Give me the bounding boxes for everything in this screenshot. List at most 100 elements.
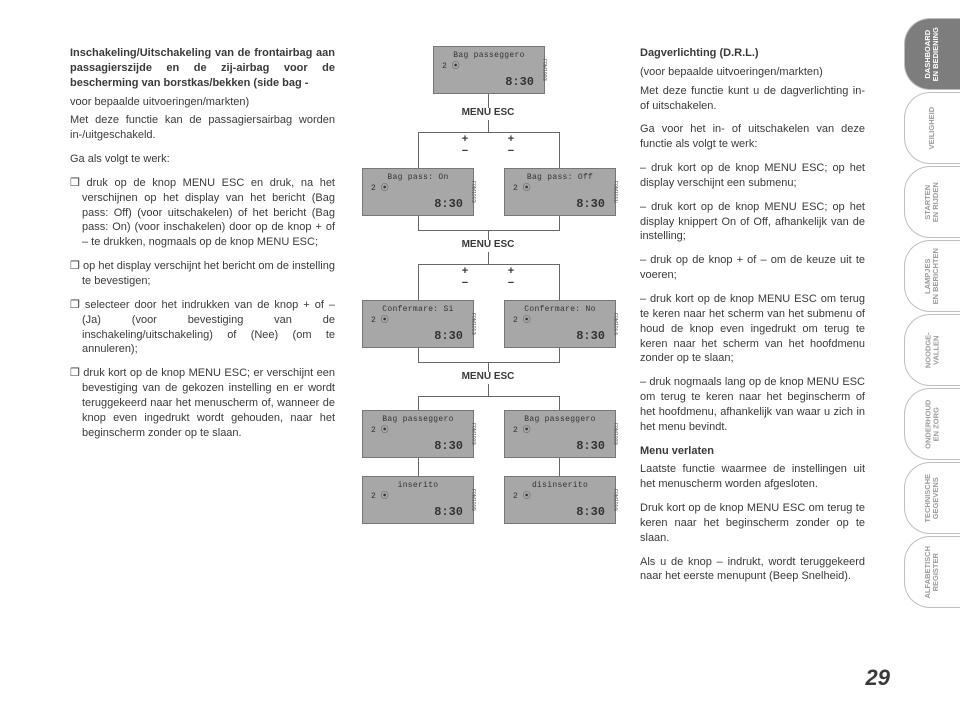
display-code: F0M1016i (609, 477, 618, 523)
display-sub: 2 ⦿ (513, 492, 531, 503)
display-conf-no: Confermare: No 2 ⦿ 8:30 F0M1014i (504, 300, 616, 348)
tab-label: NOODGE- VALLEN (924, 332, 941, 368)
display-code: F0M1013i (467, 301, 476, 347)
display-text: Confermare: No (505, 305, 615, 316)
display-clock: 8:30 (434, 438, 463, 454)
display-text: inserito (363, 481, 473, 492)
display-clock: 8:30 (576, 504, 605, 520)
display-clock: 8:30 (576, 438, 605, 454)
display-sub: 2 ⦿ (513, 184, 531, 195)
display-inserito: inserito 2 ⦿ 8:30 F0M1015i (362, 476, 474, 524)
left-b3: ❒ selecteer door het indrukken van de kn… (70, 298, 335, 357)
left-bullets: ❒ druk op de knop MENU ESC en druk, na h… (70, 176, 335, 441)
connector (418, 132, 560, 133)
tab-veiligheid[interactable]: VEILIGHEID (904, 92, 960, 164)
display-code: F0M1011i (609, 169, 618, 215)
tab-lampjes[interactable]: LAMPJES EN BERICHTEN (904, 240, 960, 312)
tab-noodgevallen[interactable]: NOODGE- VALLEN (904, 314, 960, 386)
tab-label: STARTEN EN RIJDEN (924, 182, 941, 222)
connector (418, 216, 419, 230)
left-column: Inschakeling/Uitschakeling van de fronta… (70, 46, 335, 449)
connector (418, 396, 419, 410)
connector (559, 396, 560, 410)
display-clock: 8:30 (434, 328, 463, 344)
menuesc-label: MENU ESC (448, 238, 528, 252)
connector (418, 362, 560, 363)
connector (488, 252, 489, 264)
tab-dashboard[interactable]: DASHBOARD EN BEDIENING (904, 18, 960, 90)
connector (418, 396, 560, 397)
right-d4: – druk kort op de knop MENU ESC om terug… (640, 292, 865, 366)
side-tabs: DASHBOARD EN BEDIENING VEILIGHEID STARTE… (904, 18, 960, 610)
display-sub: 2 ⦿ (371, 184, 389, 195)
plus-label: + (458, 266, 472, 277)
minus-label: − (504, 278, 518, 289)
display-clock: 8:30 (576, 196, 605, 212)
right-heading: Dagverlichting (D.R.L.) (640, 46, 865, 61)
display-top: Bag passeggero 2 ⦿ 8:30 F0M1009i (433, 46, 545, 94)
minus-label: − (458, 146, 472, 157)
connector (559, 348, 560, 362)
right-p5: Als u de knop – indrukt, wordt teruggeke… (640, 555, 865, 585)
tab-onderhoud[interactable]: ONDERHOUD EN ZORG (904, 388, 960, 460)
display-conf-si: Confermare: Si 2 ⦿ 8:30 F0M1013i (362, 300, 474, 348)
display-code: F0M1010i (467, 169, 476, 215)
plus-label: + (458, 134, 472, 145)
connector (559, 458, 560, 476)
right-p4: Druk kort op de knop MENU ESC om terug t… (640, 501, 865, 546)
right-d5: – druk nogmaals lang op de knop MENU ESC… (640, 375, 865, 434)
display-on: Bag pass: On 2 ⦿ 8:30 F0M1010i (362, 168, 474, 216)
left-heading-sub: voor bepaalde uitvoeringen/markten) (70, 95, 335, 110)
tab-starten[interactable]: STARTEN EN RIJDEN (904, 166, 960, 238)
display-text: Bag pass: On (363, 173, 473, 184)
tab-label: ALFABETISCH REGISTER (924, 546, 941, 599)
display-text: disinserito (505, 481, 615, 492)
plus-label: + (504, 134, 518, 145)
menuesc-label: MENU ESC (448, 106, 528, 120)
left-p1: Met deze functie kan de passagiersairbag… (70, 113, 335, 143)
display-text: Confermare: Si (363, 305, 473, 316)
display-text: Bag passeggero (363, 415, 473, 426)
left-heading: Inschakeling/Uitschakeling van de fronta… (70, 46, 335, 91)
tab-label: DASHBOARD EN BEDIENING (924, 27, 941, 81)
minus-label: − (458, 278, 472, 289)
display-text: Bag passeggero (505, 415, 615, 426)
page: Inschakeling/Uitschakeling van de fronta… (0, 0, 960, 709)
connector (418, 264, 419, 300)
connector (559, 132, 560, 168)
display-code: F0M1009i (538, 47, 547, 93)
right-column: Dagverlichting (D.R.L.) (voor bepaalde u… (640, 46, 865, 593)
left-b2: ❒ op het display verschijnt het bericht … (70, 259, 335, 289)
display-sub: 2 ⦿ (371, 492, 389, 503)
display-code: F0M1009i (467, 411, 476, 457)
connector (488, 384, 489, 396)
left-b4: ❒ druk kort op de knop MENU ESC; er vers… (70, 366, 335, 440)
tab-label: TECHNISCHE GEGEVENS (924, 474, 941, 523)
tab-register[interactable]: ALFABETISCH REGISTER (904, 536, 960, 608)
display-code: F0M1014i (609, 301, 618, 347)
tab-label: ONDERHOUD EN ZORG (924, 399, 941, 448)
display-text: Bag pass: Off (505, 173, 615, 184)
page-number: 29 (866, 665, 890, 691)
display-clock: 8:30 (434, 196, 463, 212)
flow-diagram: Bag passeggero 2 ⦿ 8:30 F0M1009i MENU ES… (348, 46, 628, 646)
display-clock: 8:30 (576, 328, 605, 344)
left-p2: Ga als volgt te werk: (70, 152, 335, 167)
display-code: F0M1015i (467, 477, 476, 523)
tab-technische[interactable]: TECHNISCHE GEGEVENS (904, 462, 960, 534)
display-sub: 2 ⦿ (371, 426, 389, 437)
display-sub: 2 ⦿ (513, 316, 531, 327)
display-off: Bag pass: Off 2 ⦿ 8:30 F0M1011i (504, 168, 616, 216)
right-p2: Ga voor het in- of uitschakelen van deze… (640, 122, 865, 152)
display-clock: 8:30 (505, 74, 534, 90)
right-p1: Met deze functie kunt u de dagverlichtin… (640, 84, 865, 114)
connector (559, 264, 560, 300)
right-d1: – druk kort op de knop MENU ESC; op het … (640, 161, 865, 191)
display-disinserito: disinserito 2 ⦿ 8:30 F0M1016i (504, 476, 616, 524)
tab-label: VEILIGHEID (928, 107, 936, 150)
menuesc-label: MENU ESC (448, 370, 528, 384)
right-d3: – druk op de knop + of – om de keuze uit… (640, 253, 865, 283)
display-pass-r: Bag passeggero 2 ⦿ 8:30 F0M1009i (504, 410, 616, 458)
display-sub: 2 ⦿ (371, 316, 389, 327)
minus-label: − (504, 146, 518, 157)
